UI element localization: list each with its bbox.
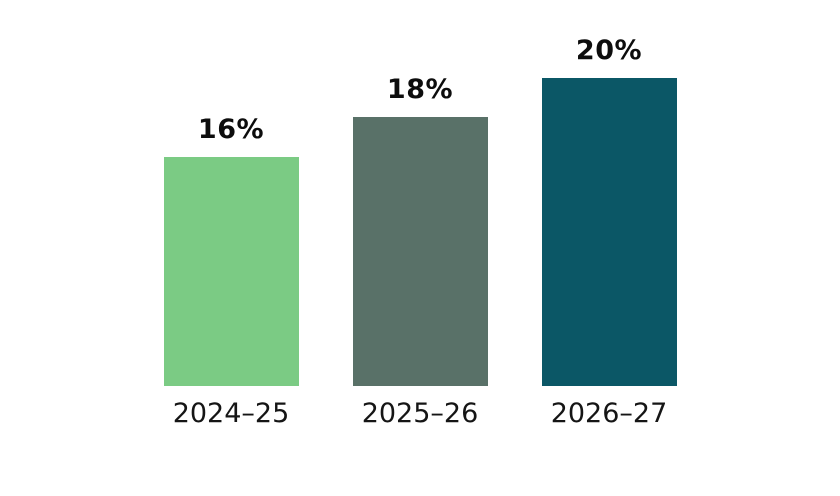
bar-group: 18% 2025–26 — [352, 74, 488, 430]
bar-value-label: 20% — [575, 35, 643, 66]
bar — [352, 117, 488, 386]
bar-category-label: 2026–27 — [550, 398, 668, 429]
bar-category-label: 2025–26 — [361, 398, 479, 429]
bar-category-label: 2024–25 — [172, 398, 290, 429]
bar — [541, 78, 677, 386]
bar-chart: 16% 2024–25 18% 2025–26 20% 2026–27 — [163, 35, 677, 430]
bar — [163, 157, 299, 386]
bar-group: 16% 2024–25 — [163, 114, 299, 430]
bar-group: 20% 2026–27 — [541, 35, 677, 430]
bar-value-label: 16% — [197, 114, 265, 145]
bar-value-label: 18% — [386, 74, 454, 105]
